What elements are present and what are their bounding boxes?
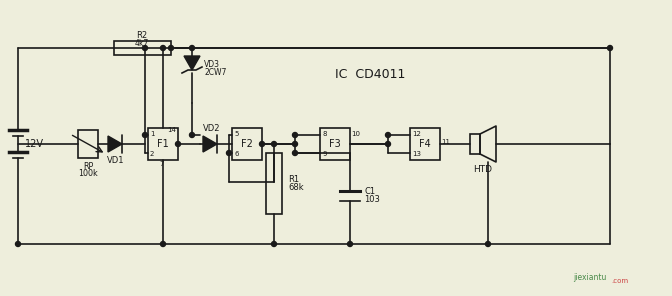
Text: F2: F2 <box>241 139 253 149</box>
Text: 5: 5 <box>234 131 239 137</box>
Circle shape <box>190 133 194 138</box>
Bar <box>410 128 440 160</box>
Circle shape <box>607 46 612 51</box>
Circle shape <box>142 133 147 138</box>
Bar <box>232 128 262 160</box>
Circle shape <box>271 141 276 147</box>
Text: .com: .com <box>612 278 628 284</box>
Polygon shape <box>108 136 122 152</box>
Circle shape <box>226 150 231 155</box>
Polygon shape <box>203 136 217 152</box>
Text: 4k7: 4k7 <box>135 38 149 47</box>
Text: VD2: VD2 <box>203 123 220 133</box>
Text: R2: R2 <box>136 30 148 39</box>
Circle shape <box>161 242 165 247</box>
Circle shape <box>161 46 165 51</box>
Circle shape <box>271 242 276 247</box>
Text: 11: 11 <box>441 139 450 145</box>
Bar <box>114 41 171 55</box>
Text: 8: 8 <box>322 131 327 137</box>
Circle shape <box>292 141 298 147</box>
Text: 13: 13 <box>412 151 421 157</box>
Circle shape <box>142 46 147 51</box>
Text: F1: F1 <box>157 139 169 149</box>
Circle shape <box>292 133 298 138</box>
Text: F4: F4 <box>419 139 431 149</box>
Circle shape <box>169 46 173 51</box>
Circle shape <box>386 141 390 147</box>
Text: 1: 1 <box>150 131 155 137</box>
Text: 2CW7: 2CW7 <box>204 67 226 76</box>
Bar <box>320 128 350 160</box>
Text: jiexiantu: jiexiantu <box>573 273 607 282</box>
Text: 68k: 68k <box>288 184 304 192</box>
Text: 9: 9 <box>322 151 327 157</box>
Circle shape <box>386 133 390 138</box>
Text: 103: 103 <box>364 195 380 205</box>
Circle shape <box>259 141 265 147</box>
Circle shape <box>190 46 194 51</box>
Circle shape <box>15 242 21 247</box>
Text: VD3: VD3 <box>204 59 220 68</box>
Text: R1: R1 <box>288 176 299 184</box>
Polygon shape <box>184 56 200 70</box>
Text: IC  CD4011: IC CD4011 <box>335 67 405 81</box>
Bar <box>78 130 98 158</box>
Text: C1: C1 <box>364 187 375 197</box>
Text: 14: 14 <box>167 127 176 133</box>
Circle shape <box>485 242 491 247</box>
Text: VD1: VD1 <box>108 155 125 165</box>
Text: 2: 2 <box>150 151 155 157</box>
Text: 100k: 100k <box>78 170 98 178</box>
Text: 12V: 12V <box>24 139 44 149</box>
Text: HTD: HTD <box>474 165 493 175</box>
Text: RP: RP <box>83 162 93 170</box>
Bar <box>148 128 178 160</box>
Circle shape <box>347 242 353 247</box>
Text: 6: 6 <box>234 151 239 157</box>
Text: 10: 10 <box>351 131 360 137</box>
Text: 7: 7 <box>160 161 164 167</box>
Text: F3: F3 <box>329 139 341 149</box>
Circle shape <box>292 150 298 155</box>
Circle shape <box>175 141 181 147</box>
Bar <box>266 153 282 214</box>
Bar <box>470 134 480 154</box>
Text: 12: 12 <box>412 131 421 137</box>
